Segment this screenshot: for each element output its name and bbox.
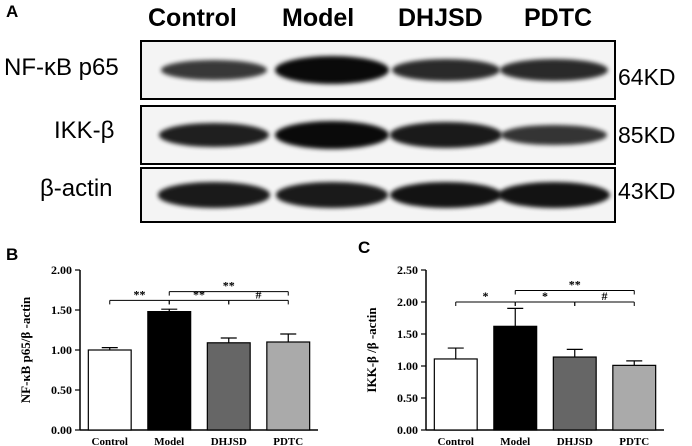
x-tick-label: Control [438,436,474,446]
blot-band [276,182,388,208]
blot-band [275,56,389,84]
bar [266,341,311,431]
significance-label: # [602,289,608,303]
panel-b-letter: B [6,245,19,264]
lane-label-control: Control [148,4,237,32]
size-label-ikkb: 85KD [618,122,676,148]
bar [206,342,251,431]
x-tick-label: Model [500,436,530,446]
bar [433,358,478,431]
y-tick-label: 0.00 [397,423,418,437]
protein-label-ikkb: IKK-β [54,117,115,144]
y-axis-label: NF-κB p65/β -actin [18,296,33,403]
blot-band [158,122,270,148]
bar [612,364,657,431]
significance-label: * [542,289,548,303]
x-tick-label: Control [92,436,128,446]
y-tick-label: 1.50 [397,327,418,341]
blot-band [391,58,501,82]
lane-label-dhjsd: DHJSD [398,4,483,32]
y-tick-label: 2.00 [51,263,72,277]
protein-label-nfkb: NF-κB p65 [4,54,119,81]
bar [87,349,132,431]
x-tick-label: DHJSD [557,436,593,446]
blot-band [390,122,502,148]
significance-label: ** [569,277,581,291]
significance-label: # [256,287,262,301]
blot-bactin [140,167,616,223]
blot-band [500,124,608,146]
blot-band [158,182,270,208]
significance-label: ** [134,287,146,301]
y-tick-label: 1.00 [397,359,418,373]
significance-label: ** [223,279,235,293]
y-tick-label: 1.50 [51,303,72,317]
chart-c: 0.00 0.50 1.00 1.50 2.00 2.50 IKK-β /β -actin C… [364,263,664,446]
blot-band [497,181,611,209]
blot-band [389,181,503,209]
panel-c-letter: C [358,238,371,257]
size-label-nfkb: 64KD [618,64,676,90]
y-tick-label: 0.00 [51,423,72,437]
y-axis-label: IKK-β /β -actin [364,307,379,393]
lane-label-model: Model [282,4,355,32]
blot-band [161,60,267,80]
y-tick-label: 2.50 [397,263,418,277]
x-tick-label: PDTC [273,436,303,446]
blot-nfkb [140,40,616,100]
blot-band [275,121,389,149]
x-tick-label: DHJSD [211,436,247,446]
lane-label-pdtc: PDTC [524,4,593,32]
y-tick-label: 0.50 [51,383,72,397]
chart-b: 0.00 0.50 1.00 1.50 2.00 NF-κB p65/β -actin Co… [18,263,318,446]
y-tick-label: 1.00 [51,343,72,357]
size-label-bactin: 43KD [618,178,676,204]
y-tick-label: 2.00 [397,295,418,309]
bar [493,325,538,431]
y-tick-label: 0.50 [397,391,418,405]
blot-band [499,58,609,82]
significance-label: * [483,289,489,303]
protein-label-bactin: β-actin [40,175,113,202]
panel-a-letter: A [6,2,19,21]
blot-ikkb [140,105,616,165]
x-tick-label: Model [154,436,184,446]
significance-label: ** [193,287,205,301]
bar [147,310,192,431]
x-tick-label: PDTC [619,436,649,446]
bar [552,356,597,431]
